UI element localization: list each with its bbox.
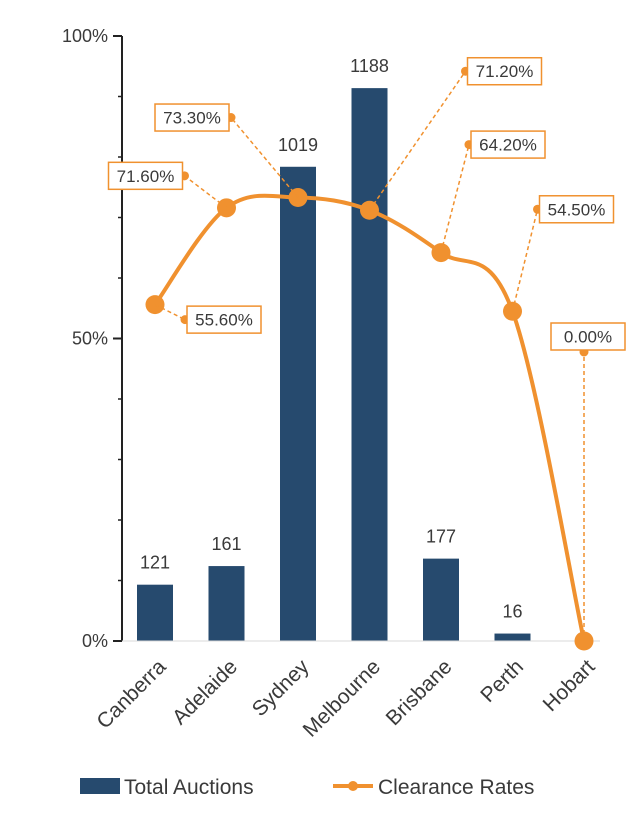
rate-label-box (186, 305, 262, 334)
rate-value-label: 71.60% (117, 167, 175, 186)
bar-value-label: 1188 (350, 56, 389, 76)
rate-leader-line (230, 117, 299, 199)
category-label-brisbane: Brisbane (382, 655, 457, 730)
y-axis: 0% 50% 100% (62, 26, 600, 651)
rate-point-perth (503, 301, 522, 321)
bar-total-auctions-sydney (280, 166, 316, 641)
labels-layer: 121 161 1019 1188 177 16 55.60% 71.60% 73.30% 71.… (107, 56, 626, 641)
y-tick-label: 50% (72, 329, 108, 349)
rate-value-label: 73.30% (163, 109, 221, 128)
category-label-canberra: Canberra (92, 655, 170, 733)
rate-leader-line (511, 209, 539, 312)
rate-value-label: 71.20% (476, 62, 534, 81)
bar-value-label: 121 (140, 553, 170, 573)
rate-label-box (107, 161, 184, 191)
category-label-hobart: Hobart (539, 655, 600, 716)
bar-value-label: 177 (426, 527, 456, 547)
legend-label-clearance-rates: Clearance Rates (378, 776, 534, 799)
rate-label-box (470, 130, 546, 159)
category-label-adelaide: Adelaide (168, 655, 242, 729)
category-label-perth: Perth (476, 655, 528, 707)
bars-layer (137, 88, 531, 642)
rate-leader-line (154, 303, 186, 321)
bar-value-label: 1019 (278, 135, 318, 155)
legend: Total Auctions Clearance Rates (80, 776, 534, 799)
y-tick-label: 100% (62, 26, 108, 46)
y-tick-label: 0% (82, 631, 108, 651)
bar-total-auctions-adelaide (208, 566, 245, 641)
bar-total-auctions-melbourne (351, 88, 388, 642)
bar-total-auctions-perth (494, 633, 531, 641)
rate-leader-line (184, 175, 227, 209)
legend-swatch-total-auctions (80, 778, 120, 794)
rate-label-box (550, 322, 626, 351)
legend-marker-clearance-rates (348, 781, 358, 791)
bar-value-label: 161 (211, 534, 241, 554)
category-label-sydney: Sydney (248, 655, 314, 721)
bar-total-auctions-canberra (137, 584, 173, 641)
rate-value-label: 54.50% (548, 200, 606, 219)
rate-value-label: 55.60% (195, 311, 253, 330)
bar-value-label: 16 (502, 602, 522, 622)
rate-leader-line (368, 70, 467, 211)
rate-label-box (154, 103, 230, 132)
category-label-melbourne: Melbourne (299, 655, 385, 741)
bar-total-auctions-brisbane (423, 558, 459, 641)
rate-leader-line (440, 144, 470, 253)
legend-label-total-auctions: Total Auctions (124, 776, 254, 799)
rate-label-box (538, 195, 615, 224)
rate-value-label: 0.00% (564, 328, 612, 347)
rate-label-box (466, 56, 543, 86)
rate-value-label: 64.20% (479, 136, 537, 155)
